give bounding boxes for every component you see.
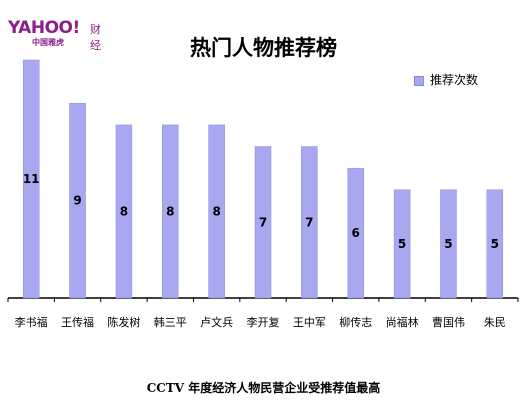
x-tick-label: 柳传志	[339, 315, 372, 329]
data-label: 5	[491, 237, 499, 251]
x-tick-label: 尚福林	[386, 315, 419, 329]
bar-王传福	[69, 103, 86, 299]
data-label: 8	[120, 204, 128, 218]
data-label: 6	[352, 226, 360, 240]
bar-尚福林	[393, 189, 411, 299]
chart-title: 热门人物推荐榜	[190, 35, 337, 60]
x-tick-label: 卢文兵	[200, 315, 233, 329]
chart-caption: CCTV 年度经济人物民营企业受推荐值最高	[146, 381, 381, 395]
legend-label: 推荐次数	[430, 73, 479, 87]
x-tick-label: 王中军	[293, 316, 326, 329]
logo-sub: 中国雅虎	[32, 38, 64, 47]
x-tick-label: 李开复	[247, 315, 280, 329]
bar-李开复	[254, 146, 272, 299]
logo-section: 财经	[90, 23, 101, 52]
bar-朱民	[486, 189, 504, 299]
x-tick-label: 韩三平	[154, 315, 187, 329]
data-label: 11	[23, 172, 40, 186]
x-tick-label: 曹国伟	[432, 316, 465, 329]
data-label: 5	[398, 237, 406, 251]
data-label: 8	[212, 204, 220, 218]
bar-曹国伟	[440, 189, 457, 299]
yahoo-finance-logo: YAHOO! 中国雅虎 财经	[8, 18, 108, 52]
bar-王中军	[301, 146, 318, 299]
data-label: 9	[73, 194, 81, 208]
x-tick-label: 王传福	[61, 315, 94, 329]
bar-李书福	[22, 59, 40, 299]
bar-卢文兵	[208, 124, 225, 299]
bar-柳传志	[347, 167, 364, 299]
legend-swatch	[414, 75, 424, 86]
chart-legend: 推荐次数	[414, 71, 478, 88]
bar-韩三平	[162, 124, 179, 299]
x-tick-label: 陈发树	[107, 315, 140, 329]
data-label: 7	[259, 215, 267, 229]
data-label: 8	[166, 204, 174, 218]
logo-brand: YAHOO!	[8, 18, 80, 38]
x-tick-label: 朱民	[484, 316, 506, 329]
x-tick-label: 李书福	[15, 315, 48, 329]
bar-陈发树	[115, 124, 133, 299]
data-label: 7	[305, 215, 313, 229]
data-label: 5	[444, 237, 452, 251]
